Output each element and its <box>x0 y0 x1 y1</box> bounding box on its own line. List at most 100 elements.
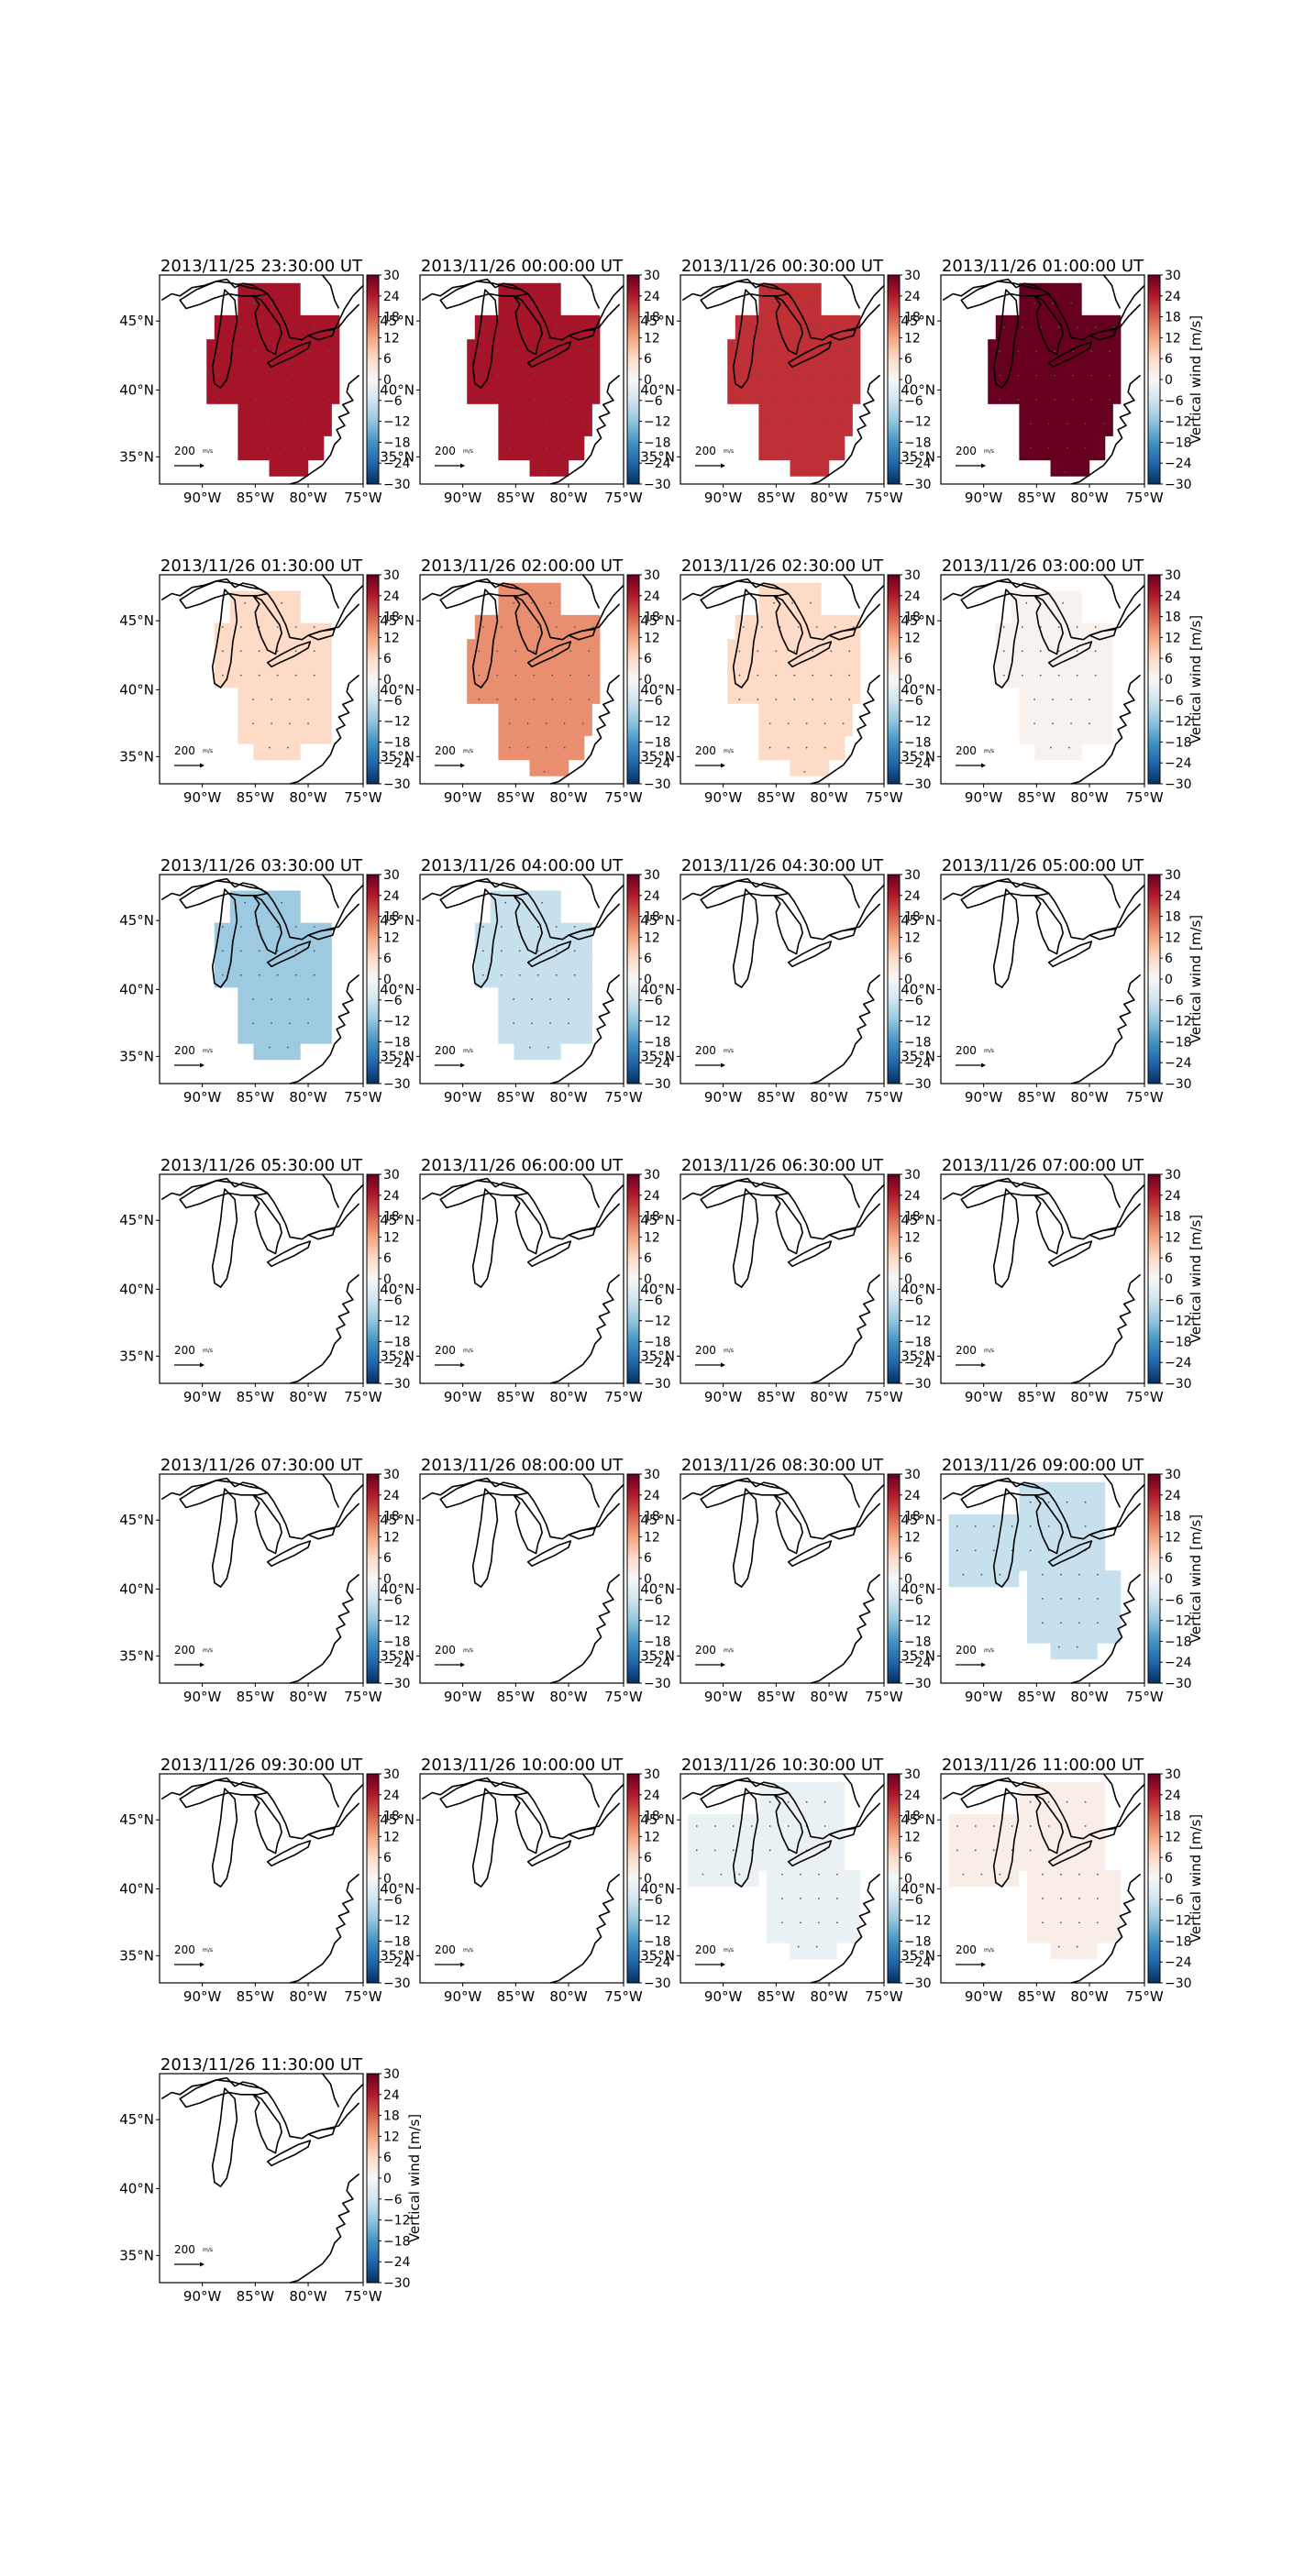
border-line <box>681 278 881 341</box>
vector-dot <box>481 950 484 952</box>
st-lawrence <box>1115 584 1145 630</box>
scale-label: 200 <box>435 445 456 457</box>
vector-dot <box>272 374 275 377</box>
vector-dot <box>258 926 260 928</box>
colorbar-tick-label: 30 <box>383 1168 400 1183</box>
scale-arrowhead <box>460 1062 465 1068</box>
colorbar-tick-label: −24 <box>383 1955 411 1970</box>
colorbar-tick-label: 0 <box>383 1872 392 1887</box>
vector-dot <box>549 998 551 1000</box>
colorbar-tick-label: −12 <box>644 1914 671 1929</box>
vector-dot <box>543 470 546 473</box>
vector-dot <box>478 399 481 401</box>
wind-cell <box>948 1822 1106 1831</box>
lake-superior <box>179 1480 269 1509</box>
lake-erie <box>1047 1840 1093 1867</box>
vector-dot <box>1052 722 1054 725</box>
colorbar-tick-label: 24 <box>1165 1789 1181 1803</box>
colorbar-tick-label: −18 <box>644 1934 671 1949</box>
vector-dot <box>1097 1622 1099 1624</box>
vector-dot <box>760 326 763 328</box>
map-frame <box>419 874 624 1084</box>
vector-dot <box>1078 1622 1080 1624</box>
lat-tick-label: 45°N <box>119 1811 154 1828</box>
wind-cell <box>498 735 585 744</box>
wind-cell <box>1019 1806 1106 1815</box>
wind-cell <box>948 1813 1106 1823</box>
wind-cell <box>214 622 332 632</box>
vector-dot <box>258 326 260 328</box>
colorbar-tick-label: 30 <box>1165 1168 1181 1183</box>
wind-cell <box>1026 1602 1122 1612</box>
lake-michigan <box>992 1488 1020 1588</box>
wind-cell <box>206 387 340 397</box>
wind-cell <box>995 671 1113 680</box>
hudson-bay-coast <box>1102 1173 1122 1208</box>
lat-tick-label: 40°N <box>119 381 154 398</box>
vector-dot <box>545 722 547 725</box>
wind-cell <box>688 1862 845 1871</box>
lake-huron <box>773 894 804 955</box>
wind-cell <box>727 380 861 389</box>
colorbar-tick-label: 12 <box>644 1530 660 1545</box>
lake-superior <box>439 280 529 310</box>
colorbar-tick-label: −24 <box>383 1656 411 1670</box>
wind-cell <box>948 1522 1106 1531</box>
colorbar-gradient <box>1147 1473 1161 1684</box>
wind-cell <box>238 703 332 712</box>
vector-dot <box>549 302 551 304</box>
lon-tick-label: 90°W <box>183 1389 222 1405</box>
vector-dot <box>1076 626 1078 628</box>
wind-cell <box>948 1878 1020 1888</box>
lake-superior <box>179 879 269 909</box>
vector-dot <box>1033 699 1036 700</box>
wind-cell <box>1019 299 1082 308</box>
coastline <box>810 974 881 1084</box>
wind-cell <box>1026 1570 1122 1580</box>
colorbar-label: Vertical wind [m/s] <box>1188 315 1204 444</box>
colorbar-tick-label: 0 <box>904 1872 912 1887</box>
panel-title: 2013/11/26 05:30:00 UT <box>160 1156 363 1175</box>
vector-dot <box>555 626 558 628</box>
wind-cell <box>688 1813 845 1823</box>
st-lawrence <box>334 884 364 930</box>
border-line <box>942 1477 1142 1540</box>
colorbar-tick-label: 24 <box>644 889 660 904</box>
colorbar-tick-label: 6 <box>1165 652 1173 666</box>
vector-dot <box>805 446 808 449</box>
wind-cell <box>948 1862 1106 1871</box>
wind-cell <box>766 1886 861 1896</box>
lon-tick-label: 80°W <box>549 1988 588 2005</box>
vector-dot <box>549 1022 551 1025</box>
vector-dot <box>568 1022 569 1025</box>
coastline <box>549 374 621 485</box>
vector-dot <box>307 1022 309 1025</box>
colorbar-tick-label: −18 <box>1165 1335 1192 1349</box>
colorbar-tick-label: 0 <box>904 973 912 987</box>
wind-cell <box>214 979 332 988</box>
wind-cell <box>474 930 592 940</box>
colorbar-tick-label: 6 <box>644 1851 652 1866</box>
wind-cell <box>206 363 340 372</box>
vector-dot <box>775 374 778 377</box>
colorbar-tick-label: −12 <box>1165 1015 1192 1029</box>
wind-cell <box>766 1934 861 1943</box>
colorbar-tick-label: 0 <box>1165 673 1173 688</box>
lat-tick-label: 45°N <box>380 1811 414 1828</box>
colorbar-tick-label: −24 <box>904 1056 932 1071</box>
border-line <box>681 1777 881 1840</box>
vector-dot <box>1094 650 1097 653</box>
colorbar-tick-label: 18 <box>1165 1210 1181 1225</box>
vector-dot <box>1070 302 1072 304</box>
vector-dot <box>313 926 315 928</box>
lon-tick-label: 85°W <box>1018 1988 1056 2005</box>
wind-cell <box>498 582 561 592</box>
map-frame <box>419 574 624 785</box>
panel-title: 2013/11/26 08:00:00 UT <box>421 1456 624 1475</box>
wind-cell <box>766 1894 861 1903</box>
colorbar-tick-label: 0 <box>1165 973 1173 987</box>
wind-cell <box>948 1538 1106 1547</box>
wind-cell <box>758 1781 845 1791</box>
wind-cell <box>1026 1878 1122 1888</box>
